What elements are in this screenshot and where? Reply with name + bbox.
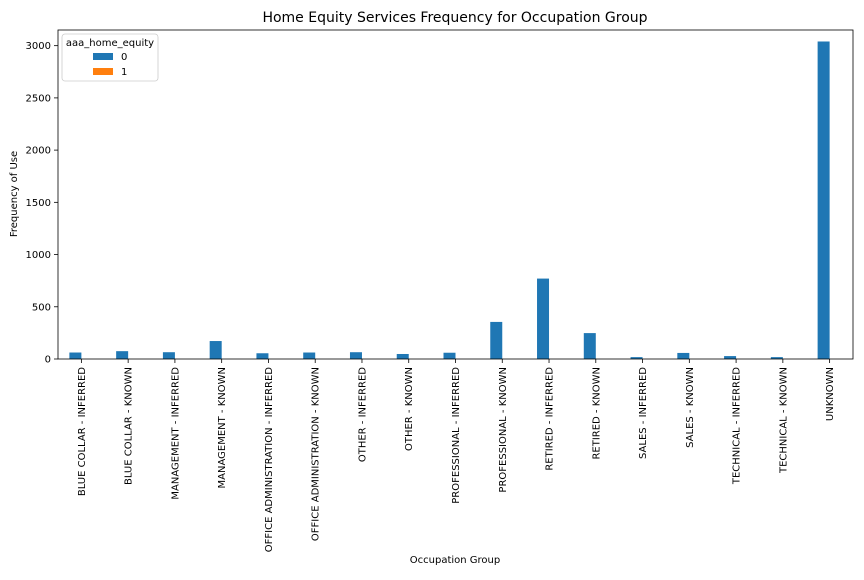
x-tick-label: PROFESSIONAL - INFERRED [451,367,462,504]
x-tick-label: OFFICE ADMINISTRATION - KNOWN [311,367,322,541]
x-tick-label: BLUE COLLAR - KNOWN [124,367,135,485]
x-tick-label: PROFESSIONAL - KNOWN [498,367,509,493]
bar-series-0-8 [396,353,409,359]
bar-series-0-16 [770,357,783,359]
y-tick-label: 1500 [26,198,51,209]
x-tick-label: OTHER - INFERRED [357,367,368,462]
plot-area: 0 500 1000 1500 2000 2500 3000 BLUE COLLAR - IN… [26,29,854,553]
bar-series-0-1 [69,352,82,359]
bar-series-0-13 [630,357,643,359]
x-tick-label: RETIRED - INFERRED [545,367,556,471]
x-tick-label: MANAGEMENT - KNOWN [217,367,228,488]
x-tick-label: TECHNICAL - INFERRED [732,367,743,485]
bar-series-0-11 [537,278,550,359]
x-axis-label: Occupation Group [410,555,500,566]
x-tick-label: RETIRED - KNOWN [591,367,602,460]
legend-label-1: 1 [121,67,127,78]
bar-series-0-15 [724,356,737,359]
x-tick-label: TECHNICAL - KNOWN [778,367,789,474]
legend-label-0: 0 [121,52,127,63]
y-tick-label: 2000 [26,146,51,157]
bar-series-0-7 [349,352,362,359]
bar-series-0-2 [116,351,129,359]
chart-title: Home Equity Services Frequency for Occup… [262,10,647,26]
x-tick-label: BLUE COLLAR - INFERRED [77,367,88,496]
plot-frame [57,29,854,360]
legend-title: aaa_home_equity [66,38,154,49]
bar-series-0-6 [303,352,316,359]
x-tick-label: MANAGEMENT - INFERRED [170,367,181,500]
bar-series-0-14 [677,352,690,359]
legend-swatch-1 [93,68,113,75]
legend-swatch-0 [93,53,113,60]
x-tick-label: SALES - KNOWN [685,367,696,448]
y-tick-label: 2500 [26,93,51,104]
bar-series-0-12 [583,333,596,359]
y-tick-label: 500 [32,302,51,313]
bar-series-0-10 [490,321,503,359]
x-tick-label: OFFICE ADMINISTRATION - INFERRED [264,367,275,553]
y-tick-label: 1000 [26,250,51,261]
legend: aaa_home_equity 0 1 [61,33,159,82]
bar-series-0-4 [209,341,222,359]
y-tick-label: 3000 [26,41,51,52]
bar-series-0-3 [162,352,175,359]
y-tick-label: 0 [45,355,51,366]
x-tick-label: SALES - INFERRED [638,367,649,459]
y-axis-label: Frequency of Use [9,151,20,237]
bar-series-0-5 [256,353,269,359]
bar-series-0-17 [817,41,830,360]
x-tick-label: UNKNOWN [825,367,836,421]
bar-series-0-9 [443,352,456,359]
x-tick-label: OTHER - KNOWN [404,367,415,451]
